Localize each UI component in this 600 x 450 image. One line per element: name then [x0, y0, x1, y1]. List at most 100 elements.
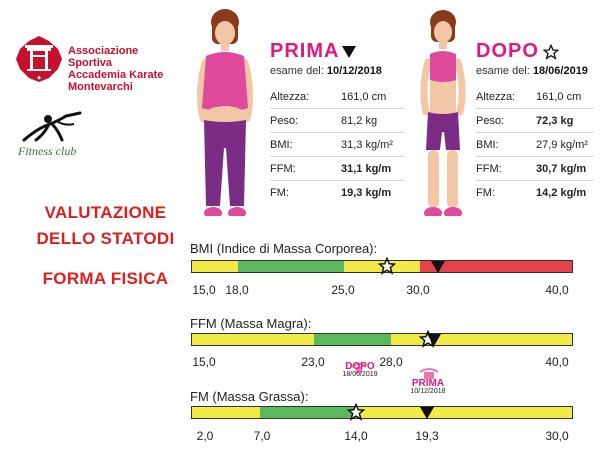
stat-value: 81,2 kg — [341, 114, 378, 127]
fm-tick: 14,0 — [344, 429, 368, 443]
fm-prima-legend-title: PRIMA — [411, 378, 445, 389]
ffm-tick: 28,0 — [379, 355, 403, 369]
triangle-down-icon — [342, 45, 357, 58]
bmi-prima-triangle-icon — [431, 261, 445, 273]
bmi-tick: 40,0 — [545, 283, 569, 297]
title-line-2: DELLO STATODI — [36, 229, 175, 248]
exam-date: 10/12/2018 — [326, 65, 382, 77]
bmi-tick: 15,0 — [192, 283, 216, 297]
ffm-segment-high — [391, 334, 572, 345]
fm-tick: 30,0 — [545, 429, 569, 443]
dopo-mini-figure-icon — [351, 363, 367, 373]
fm-segment-normal — [260, 407, 356, 418]
bmi-segment-normal — [238, 261, 344, 272]
fm-tick: 2,0 — [196, 429, 214, 443]
fm-scale-bar — [191, 406, 573, 419]
before-title: PRIMA — [270, 40, 340, 62]
prima-mini-figure-icon — [419, 368, 439, 379]
stat-value: 30,7 kg/m — [536, 162, 587, 175]
stat-row-bmi: BMI: 31,3 kg/m² — [270, 133, 405, 157]
stat-label: Peso: — [476, 114, 505, 127]
ffm-tick: 23,0 — [301, 355, 325, 369]
stat-label: FFM: — [270, 162, 296, 175]
stat-label: FM: — [270, 186, 289, 199]
after-exam-date: esame del: 18/06/2019 — [476, 65, 596, 77]
stat-label: BMI: — [476, 138, 499, 151]
stat-value: 161,0 cm — [536, 90, 582, 103]
stat-value: 19,3 kg/m — [341, 186, 392, 199]
fm-prima-legend-date: 10/12/2018 — [410, 388, 446, 395]
stat-row-fm: FM: 19,3 kg/m — [270, 181, 405, 204]
ffm-tick: 15,0 — [192, 355, 216, 369]
stat-row-bmi: BMI: 27,9 kg/m² — [476, 133, 594, 157]
stat-label: FM: — [476, 186, 495, 199]
stat-row-ffm: FFM: 30,7 kg/m — [476, 157, 594, 181]
fm-prima-legend: PRIMA 10/12/2018 — [398, 378, 458, 396]
figure-before-illustration — [196, 9, 254, 219]
stat-row-altezza: Altezza: 161,0 cm — [270, 85, 405, 109]
fitness-figure-icon — [22, 111, 82, 142]
stat-label: Altezza: — [476, 90, 516, 103]
stat-value: 14,2 kg/m — [536, 186, 587, 199]
fm-segment-low — [192, 407, 260, 418]
fm-dopo-star-icon — [347, 403, 365, 421]
stat-label: BMI: — [270, 138, 293, 151]
bmi-scale-label: BMI (Indice di Massa Corporea): — [190, 241, 378, 256]
bmi-segment-obese — [420, 261, 572, 272]
after-stats-table: Altezza: 161,0 cm Peso: 72,3 kg BMI: 27,9 k… — [476, 85, 594, 204]
bmi-tick: 18,0 — [225, 283, 249, 297]
karate-emblem-icon: ◆ — [16, 36, 62, 82]
stat-value: 161,0 cm — [341, 90, 387, 103]
bmi-tick: 25,0 — [331, 283, 355, 297]
stat-value: 31,1 kg/m — [341, 162, 392, 175]
stat-value: 27,9 kg/m² — [536, 138, 588, 151]
page-title: VALUTAZIONE DELLO STATODI FORMA FISICA — [18, 203, 193, 289]
stat-row-altezza: Altezza: 161,0 cm — [476, 85, 594, 109]
bmi-tick: 30,0 — [406, 283, 430, 297]
ffm-prima-triangle-icon — [427, 334, 441, 346]
stat-row-peso: Peso: 72,3 kg — [476, 109, 594, 133]
fm-dopo-legend-date: 18/06/2019 — [342, 371, 378, 378]
logo-line-2: Accademia Karate — [68, 69, 164, 81]
ffm-tick: 40,0 — [545, 355, 569, 369]
fitness-club-text: Fitness club — [18, 144, 77, 158]
logo-line-3: Montevarchi — [68, 81, 133, 93]
fm-dopo-legend-title: DOPO — [345, 361, 375, 372]
fm-scale-label: FM (Massa Grassa): — [190, 389, 309, 404]
stat-row-peso: Peso: 81,2 kg — [270, 109, 405, 133]
bmi-dopo-star-icon — [378, 257, 396, 275]
stat-value: 72,3 kg — [536, 114, 574, 127]
fm-tick: 7,0 — [253, 429, 271, 443]
fm-prima-triangle-icon — [420, 407, 434, 419]
association-logo: ◆ Associazione Sportiva Accademia Karate… — [15, 35, 175, 93]
stat-value: 31,3 kg/m² — [341, 138, 393, 151]
ffm-scale-bar — [191, 333, 573, 346]
ffm-scale-label: FFM (Massa Magra): — [190, 316, 312, 331]
after-panel: DOPO esame del: 18/06/2019 Altezza: 161,0… — [476, 40, 596, 204]
logo-line-1: Associazione Sportiva — [68, 45, 139, 69]
exam-label: esame del: — [476, 65, 530, 77]
star-icon — [542, 43, 559, 60]
exam-date: 18/06/2019 — [532, 65, 588, 77]
fm-tick: 19,3 — [415, 429, 439, 443]
fm-dopo-legend: DOPO 18/06/2019 — [330, 361, 390, 379]
figure-after-illustration — [420, 10, 466, 219]
title-line-3: FORMA FISICA — [42, 269, 169, 288]
exam-label: esame del: — [270, 65, 324, 77]
before-panel: PRIMA esame del: 10/12/2018 Altezza: 161,… — [270, 40, 410, 204]
ffm-segment-low — [192, 334, 314, 345]
fm-segment-high — [356, 407, 572, 418]
title-line-1: VALUTAZIONE — [44, 203, 167, 222]
stat-label: Altezza: — [270, 90, 310, 103]
stat-label: FFM: — [476, 162, 502, 175]
before-exam-date: esame del: 10/12/2018 — [270, 65, 410, 77]
ffm-segment-normal — [314, 334, 391, 345]
after-title: DOPO — [476, 40, 539, 62]
svg-text:◆: ◆ — [37, 75, 41, 81]
stat-row-fm: FM: 14,2 kg/m — [476, 181, 594, 204]
stat-label: Peso: — [270, 114, 299, 127]
fitness-club-logo: Fitness club — [18, 110, 108, 165]
stat-row-ffm: FFM: 31,1 kg/m — [270, 157, 405, 181]
bmi-segment-underweight — [192, 261, 238, 272]
before-stats-table: Altezza: 161,0 cm Peso: 81,2 kg BMI: 31,3 k… — [270, 85, 405, 204]
